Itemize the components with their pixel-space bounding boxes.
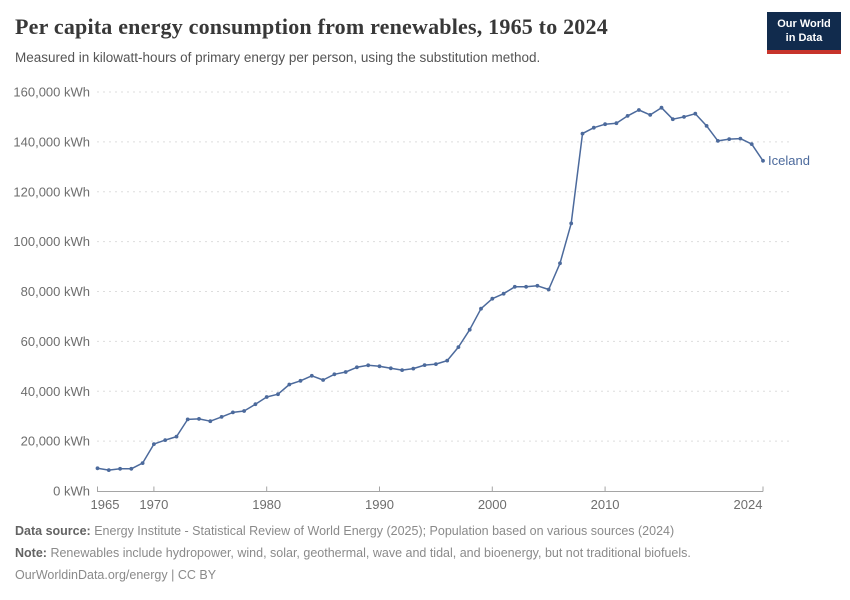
owid-url: OurWorldinData.org/energy	[15, 568, 168, 582]
data-point-marker	[603, 122, 607, 127]
data-point-marker	[625, 114, 630, 118]
note-text: Renewables include hydropower, wind, sol…	[50, 546, 691, 560]
data-point-marker	[422, 363, 427, 367]
x-tick-label: 1965	[91, 497, 120, 512]
series-end-label: Iceland	[768, 153, 810, 168]
data-point-marker	[242, 409, 247, 413]
data-point-marker	[332, 372, 337, 377]
data-point-marker	[659, 105, 664, 110]
data-point-marker	[197, 417, 201, 421]
data-point-marker	[400, 368, 404, 372]
data-point-marker	[614, 121, 619, 126]
chart-footer: Data source: Energy Institute - Statisti…	[15, 520, 835, 586]
series-line	[96, 106, 764, 471]
data-point-marker	[558, 261, 562, 266]
data-point-marker	[298, 378, 303, 383]
owid-logo-line2: in Data	[785, 32, 823, 45]
data-point-marker	[682, 115, 686, 119]
x-tick-label: 1990	[365, 497, 394, 512]
data-point-marker	[129, 466, 134, 471]
data-point-marker	[591, 125, 596, 130]
note-line: Note: Renewables include hydropower, win…	[15, 542, 835, 564]
data-point-marker	[467, 327, 472, 332]
y-tick-label: 60,000 kWh	[21, 334, 90, 349]
data-point-marker	[163, 438, 168, 442]
data-point-marker	[309, 373, 314, 378]
y-tick-label: 80,000 kWh	[21, 284, 90, 299]
data-point-marker	[670, 117, 675, 122]
data-point-marker	[208, 419, 213, 424]
data-point-marker	[434, 362, 438, 366]
data-point-marker	[95, 466, 100, 471]
x-tick-label: 1970	[139, 497, 168, 512]
data-source-label: Data source:	[15, 524, 91, 538]
data-point-marker	[276, 392, 280, 397]
data-source-text: Energy Institute - Statistical Review of…	[94, 524, 675, 538]
data-point-marker	[569, 221, 574, 226]
x-tick-label: 2024	[734, 497, 763, 512]
data-point-marker	[388, 366, 393, 371]
x-tick-label: 1980	[252, 497, 281, 512]
y-tick-label: 100,000 kWh	[13, 234, 90, 249]
data-point-marker	[738, 136, 743, 141]
y-tick-label: 120,000 kWh	[13, 184, 90, 199]
data-point-marker	[411, 366, 416, 371]
data-point-marker	[445, 358, 450, 363]
y-tick-label: 0 kWh	[53, 484, 90, 499]
chart-title: Per capita energy consumption from renew…	[15, 14, 608, 39]
data-point-marker	[535, 283, 540, 288]
data-point-marker	[152, 442, 156, 446]
data-point-marker	[106, 468, 111, 472]
y-tick-label: 20,000 kWh	[21, 434, 90, 449]
license-separator: |	[167, 568, 178, 582]
x-tick-label: 2000	[478, 497, 507, 512]
citation-line: OurWorldinData.org/energy | CC BY	[15, 564, 835, 586]
data-point-marker	[546, 287, 551, 292]
data-point-marker	[355, 365, 359, 370]
data-point-marker	[648, 113, 653, 117]
data-point-marker	[501, 291, 506, 296]
data-point-marker	[118, 466, 122, 471]
data-point-marker	[727, 137, 732, 142]
data-point-marker	[185, 417, 190, 422]
data-point-marker	[253, 402, 258, 407]
owid-logo-line1: Our World	[777, 18, 831, 30]
data-point-marker	[264, 395, 269, 399]
chart-subtitle: Measured in kilowatt-hours of primary en…	[15, 50, 541, 65]
data-point-marker	[524, 284, 528, 289]
data-point-marker	[637, 108, 641, 112]
data-point-marker	[479, 306, 483, 311]
data-point-marker	[716, 139, 720, 143]
y-tick-label: 140,000 kWh	[13, 134, 90, 149]
data-point-marker	[174, 434, 179, 439]
x-tick-label: 2010	[591, 497, 620, 512]
data-source-line: Data source: Energy Institute - Statisti…	[15, 520, 835, 542]
data-point-marker	[749, 142, 754, 147]
data-point-marker	[512, 284, 517, 289]
data-point-marker	[377, 364, 382, 369]
data-point-marker	[343, 370, 348, 374]
y-tick-label: 40,000 kWh	[21, 384, 90, 399]
data-point-marker	[140, 461, 145, 465]
y-tick-label: 160,000 kWh	[13, 85, 90, 100]
data-point-marker	[231, 410, 235, 415]
data-point-marker	[704, 124, 709, 128]
data-point-marker	[456, 345, 461, 349]
data-point-marker	[490, 296, 495, 301]
note-label: Note:	[15, 546, 47, 560]
data-point-marker	[693, 111, 698, 116]
data-point-marker	[287, 382, 292, 387]
license-label: CC BY	[177, 568, 217, 582]
data-point-marker	[219, 415, 224, 419]
data-point-marker	[366, 363, 371, 368]
data-point-marker	[321, 378, 325, 382]
data-point-marker	[580, 131, 585, 136]
data-point-marker	[761, 158, 765, 163]
owid-logo: Our World in Data	[767, 12, 841, 54]
